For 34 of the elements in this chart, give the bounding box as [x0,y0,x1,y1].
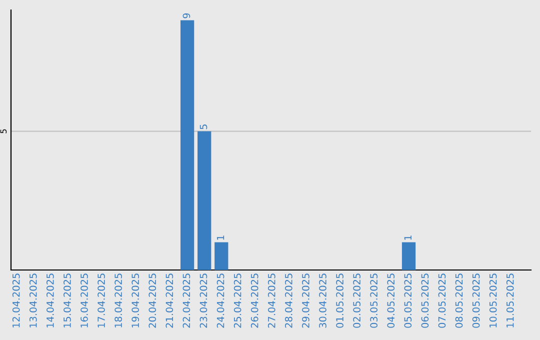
data-label: 1 [404,236,412,240]
x-tick-label: 12.04.2025 [12,274,20,328]
x-tick-label: 04.05.2025 [387,274,395,328]
x-tick-label: 16.04.2025 [80,274,88,328]
x-tick-label: 07.05.2025 [438,274,446,328]
x-tick-label: 28.04.2025 [284,274,292,328]
x-tick-label: 27.04.2025 [268,274,276,328]
x-tick-label: 09.05.2025 [472,274,480,328]
x-tick-label: 11.05.2025 [506,274,514,328]
x-tick-label: 18.04.2025 [114,274,122,328]
x-tick-label: 24.04.2025 [216,274,224,328]
x-tick-label: 21.04.2025 [166,274,174,328]
x-tick-label: 13.04.2025 [29,274,37,328]
x-tick-label: 23.04.2025 [200,274,208,328]
x-tick-label: 25.04.2025 [234,274,242,328]
data-label: 9 [182,13,190,18]
x-tick-label: 20.04.2025 [148,274,156,328]
x-tick-label: 30.04.2025 [319,274,326,328]
data-label: 1 [216,236,224,240]
x-tick-label: 22.04.2025 [182,274,190,328]
x-tick-label: 02.05.2025 [353,274,360,328]
x-tick-label: 06.05.2025 [421,274,429,328]
x-tick-label: 01.05.2025 [336,274,344,328]
x-tick-label: 26.04.2025 [250,274,258,328]
x-tick-label: 14.04.2025 [46,274,54,328]
data-label: 5 [200,124,208,130]
x-tick-label: 03.05.2025 [370,274,378,328]
x-tick-label: 17.04.2025 [98,274,105,328]
x-tick-label: 08.05.2025 [455,274,463,328]
x-tick-label: 15.04.2025 [64,274,71,328]
x-tick-label: 10.05.2025 [489,274,497,328]
x-tick-label: 29.04.2025 [302,274,310,328]
x-tick-label: 05.05.2025 [404,274,412,328]
x-tick-label: 19.04.2025 [132,274,140,328]
